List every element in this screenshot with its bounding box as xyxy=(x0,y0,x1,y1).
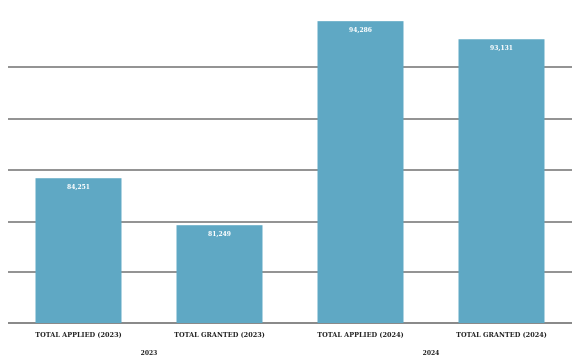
bar xyxy=(176,225,263,323)
bar-data-label: 84,251 xyxy=(67,184,90,191)
bar-data-label: 81,249 xyxy=(208,231,231,238)
bar xyxy=(458,39,545,324)
group-label: 2024 xyxy=(423,350,440,357)
category-label: TOTAL GRANTED (2024) xyxy=(456,331,547,339)
category-label: TOTAL APPLIED (2023) xyxy=(35,331,121,339)
bar-data-label: 93,131 xyxy=(490,45,513,52)
category-label: TOTAL APPLIED (2024) xyxy=(317,331,403,339)
group-label: 2023 xyxy=(141,350,158,357)
data-labels: 84,251 81,249 94,286 93,131 xyxy=(67,27,513,238)
category-labels: TOTAL APPLIED (2023) TOTAL GRANTED (2023)… xyxy=(35,331,547,339)
bar xyxy=(317,21,404,323)
bar-data-label: 94,286 xyxy=(349,27,372,34)
group-labels: 2023 2024 xyxy=(141,350,440,357)
category-label: TOTAL GRANTED (2023) xyxy=(174,331,265,339)
bars xyxy=(35,21,545,324)
bar xyxy=(35,178,122,323)
